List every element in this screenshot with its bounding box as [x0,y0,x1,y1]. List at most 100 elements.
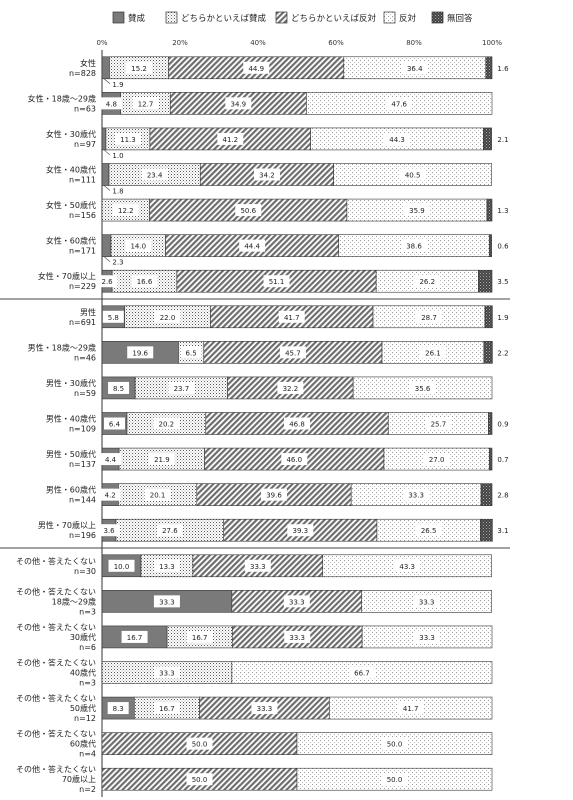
leader-line [103,185,111,191]
data-label-bg [153,666,180,679]
data-label-bg [409,381,436,394]
data-label-bg [127,346,154,359]
row-label: n=3 [79,607,96,616]
data-label: 33.3 [250,563,266,571]
data-label-bg [98,524,120,537]
data-label: 44.3 [389,136,405,144]
data-label: 26.5 [421,527,437,535]
data-label-bg [102,310,124,323]
data-label-bg [416,310,443,323]
legend-label: どちらかといえば賛成 [181,13,267,24]
data-label-bg [186,773,213,786]
data-label-bg [423,453,450,466]
row-label: n=4 [79,750,96,759]
data-label: 25.7 [431,421,447,429]
legend-swatch [112,11,125,24]
data-label-bg [239,239,266,252]
row-label: 女性・50歳代 [46,200,96,210]
data-label-bg [99,488,121,501]
bar-segment [485,56,493,80]
data-label: 34.9 [231,100,247,108]
legend-label: 無回答 [447,13,473,24]
legend-label: どちらかといえば反対 [291,13,377,24]
row-label: その他・答えたくない [16,764,96,774]
row-label: 女性・70歳以上 [38,271,96,281]
data-label-bg [96,275,118,288]
data-label-bg [141,168,168,181]
row-label: 女性・30歳代 [46,129,96,139]
data-label: 1.9 [112,81,123,89]
legend: 賛成 どちらかといえば賛成 どちらかといえば反対 反対 無回答 [112,11,473,24]
row-label: n=6 [79,643,96,652]
row-label: 60歳代 [70,739,96,749]
row-labels: 1.9 15.2 44.9 36.4 1.6 女性n=828 4.8 12.7 34.9 47.6… [16,58,509,794]
bar-segment [484,305,493,329]
data-label-bg [348,666,375,679]
data-label: 15.2 [131,65,147,73]
legend-label: 賛成 [128,13,146,24]
row-label: n=46 [74,353,96,362]
data-label-bg [121,630,148,643]
data-label-bg [107,702,129,715]
data-label: 2.2 [497,349,508,357]
legend-label: 反対 [399,13,417,24]
data-label-bg [287,524,314,537]
row-label: n=30 [74,567,96,576]
row-label: n=2 [79,785,96,794]
data-label-bg [126,61,153,74]
data-label-bg [251,702,278,715]
data-label-bg [401,61,428,74]
data-label: 27.6 [162,527,178,535]
x-tick-label: 100% [482,39,502,47]
data-label: 50.0 [192,741,208,749]
row-label: n=97 [74,140,96,149]
data-label-bg [243,61,270,74]
data-label-bg [394,559,421,572]
data-label: 0.7 [497,456,508,464]
bar-segment [101,127,107,151]
data-label: 2.1 [497,136,508,144]
data-label: 13.3 [159,563,175,571]
data-label: 1.0 [112,152,123,160]
data-label: 26.1 [425,349,441,357]
data-label-bg [381,773,408,786]
data-label-bg [397,702,424,715]
data-label-bg [425,417,452,430]
data-label: 1.8 [112,188,123,196]
data-label-bg [399,168,426,181]
data-label: 33.3 [257,705,273,713]
data-label: 10.0 [114,563,130,571]
data-label-bg [414,275,441,288]
row-label: 40歳代 [70,668,96,678]
row-label: 男性・60歳代 [46,485,96,495]
data-label: 50.0 [387,776,403,784]
bar-segment [488,412,493,435]
bar-segment [488,234,492,257]
row-label: n=171 [69,247,96,256]
data-label: 4.4 [105,456,117,464]
data-label-bg [100,453,122,466]
data-label: 20.2 [159,421,175,429]
data-label: 8.3 [113,705,124,713]
row-label: n=63 [74,104,96,113]
data-label-bg [132,97,159,110]
bar-segment [101,163,110,186]
data-label: 23.4 [147,172,163,180]
row-label: n=828 [69,69,96,78]
data-label-bg [278,310,305,323]
data-label: 16.6 [137,278,153,286]
data-label: 47.6 [391,100,407,108]
row-label: 女性・40歳代 [46,165,96,175]
data-label: 34.2 [259,172,275,180]
row-label: その他・答えたくない [16,693,96,703]
data-label: 50.0 [387,741,403,749]
row-label: n=156 [69,211,96,220]
data-label: 8.5 [113,385,124,393]
data-label: 1.3 [497,207,508,215]
row-label: n=12 [74,714,96,723]
data-label: 3.6 [103,527,115,535]
data-label-bg [414,630,441,643]
bar-segment [101,56,110,80]
data-label-bg [281,453,308,466]
data-label: 44.9 [248,65,264,73]
